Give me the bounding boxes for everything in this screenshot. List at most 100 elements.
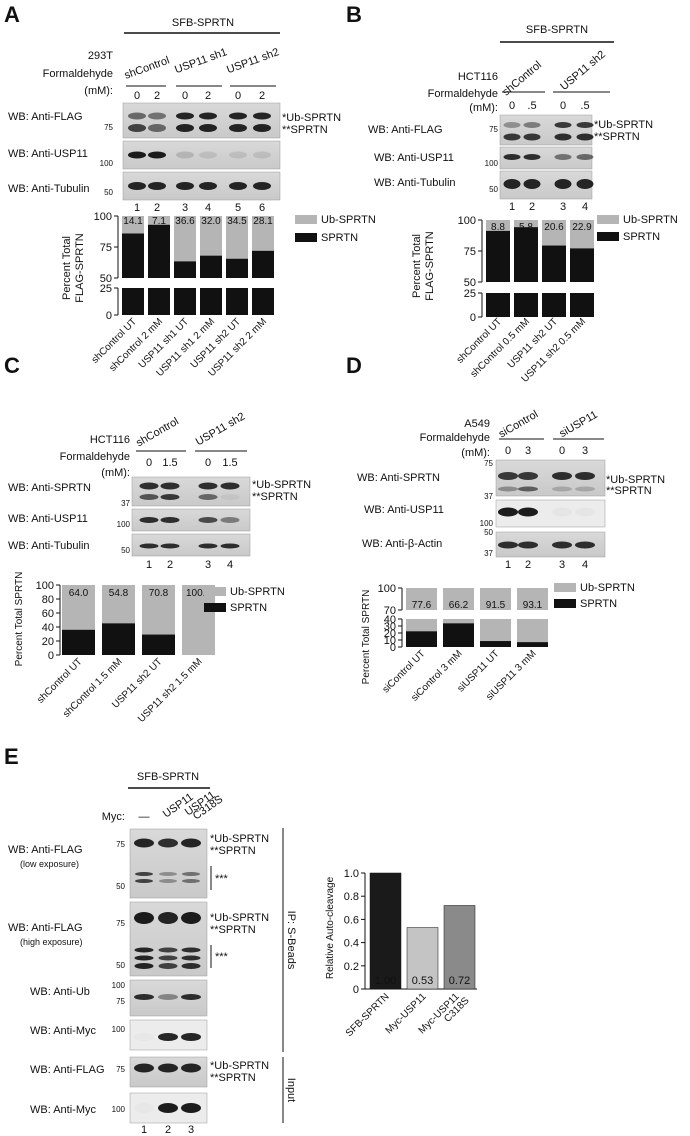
- y-tick-label: 25: [100, 283, 112, 295]
- panel-d-ylabel: Percent Total SPRTN: [361, 590, 372, 685]
- panel-c-band-ub: *Ub-SPRTN: [252, 479, 311, 491]
- panel-e-blot-2-sub: (high exposure): [20, 937, 83, 947]
- panel-a-letter: A: [4, 2, 20, 27]
- panel-e-band-sprtn-2: **SPRTN: [210, 924, 256, 936]
- band: [576, 179, 594, 189]
- band: [575, 541, 595, 549]
- panel-b-group-1: shControl: [500, 59, 544, 98]
- band: [182, 879, 200, 883]
- band: [139, 482, 159, 490]
- y-tick-label: 30: [384, 621, 396, 633]
- y-tick-label: 25: [464, 288, 476, 300]
- panel-b-lane-numbers: 1 2 3 4: [509, 201, 588, 213]
- panel-c-letter: C: [4, 353, 20, 378]
- panel-d-dose-2: 3: [525, 445, 531, 457]
- panel-e-input-label: Input: [285, 1078, 297, 1102]
- panel-a-lane-5: 5: [235, 202, 241, 214]
- y-tick-label: 50: [464, 277, 476, 289]
- band: [554, 179, 572, 189]
- band: [199, 151, 217, 159]
- y-tick-label: 0: [106, 310, 112, 322]
- bar-sprtn: [252, 288, 274, 315]
- band: [198, 494, 218, 500]
- bar-sprtn: [122, 288, 144, 315]
- bar-sprtn: [142, 634, 175, 655]
- bar-sprtn: [514, 227, 538, 282]
- band: [554, 122, 572, 128]
- data-label: 100.0: [186, 588, 211, 599]
- bar-ub-sprtn: [406, 588, 437, 610]
- panel-c-lane-numbers: 1 2 3 4: [146, 559, 233, 571]
- band: [128, 182, 146, 190]
- band: [198, 543, 218, 549]
- bar-sprtn: [62, 629, 95, 655]
- panel-a-blot-1: WB: Anti-FLAG: [8, 111, 83, 123]
- panel-e-band-sprtn-3: **SPRTN: [210, 1072, 256, 1084]
- panel-d-cell-line: A549: [464, 418, 490, 430]
- band: [158, 947, 178, 953]
- panel-e-chart: 1.00.80.60.40.201.00SFB-SPRTN0.53Myc-USP…: [344, 868, 477, 1039]
- panel-e-band-ub-3: *Ub-SPRTN: [210, 1060, 269, 1072]
- band: [181, 994, 201, 1000]
- panel-e-lane-3: 3: [188, 1124, 194, 1136]
- panel-e-marker-4: 50: [116, 961, 125, 970]
- panel-d-marker-37b: 37: [484, 549, 493, 558]
- data-label: 66.2: [449, 600, 469, 611]
- panel-a-legend-sprtn-swatch: [295, 233, 317, 242]
- band: [148, 182, 166, 190]
- y-tick-label: 0: [353, 984, 359, 996]
- panel-b-construct: SFB-SPRTN: [526, 24, 588, 36]
- bar-sprtn: [226, 288, 248, 315]
- data-label: 70.8: [149, 588, 169, 599]
- panel-e-marker-8: 75: [116, 1065, 125, 1074]
- panel-d-blot-2: WB: Anti-USP11: [364, 504, 444, 516]
- panel-c-dose-1: 0: [146, 457, 152, 469]
- data-label: 64.0: [69, 588, 89, 599]
- panel-a-cell-line: 293T: [88, 50, 113, 62]
- y-tick-label: 100: [458, 215, 476, 227]
- band: [552, 541, 572, 549]
- panel-e-blot-myc-input: [129, 1092, 208, 1124]
- band: [128, 124, 146, 132]
- band: [576, 122, 594, 128]
- panel-a-band-ub: *Ub-SPRTN: [282, 112, 341, 124]
- panel-a-marker-100: 100: [100, 159, 114, 168]
- y-tick-label: 75: [464, 246, 476, 258]
- panel-a-lane-2: 2: [154, 202, 160, 214]
- panel-a-ylabel-2: FLAG-SPRTN: [74, 233, 86, 303]
- panel-b-doses: 0 .5 0 .5: [509, 100, 590, 112]
- y-tick-label: 10: [384, 635, 396, 647]
- panel-c-marker-100: 100: [117, 520, 131, 529]
- data-label: 22.9: [572, 222, 592, 233]
- panel-e-blot-6: WB: Anti-Myc: [30, 1104, 97, 1116]
- panel-e-marker-3: 75: [116, 919, 125, 928]
- panel-d-blot-1: WB: Anti-SPRTN: [357, 472, 440, 484]
- bar-sprtn: [102, 623, 135, 655]
- panel-e-blot-3: WB: Anti-Ub: [30, 986, 90, 998]
- band: [220, 517, 240, 523]
- data-label: 36.6: [175, 216, 195, 227]
- panel-a-ylabel-1: Percent Total: [61, 236, 73, 300]
- panel-d-group-1: siControl: [497, 408, 541, 440]
- panel-e-blot-1: WB: Anti-FLAG: [8, 844, 83, 856]
- panel-c-marker-37: 37: [121, 499, 130, 508]
- panel-d-band-ub: *Ub-SPRTN: [606, 474, 665, 486]
- panel-d-unit: (mM):: [461, 447, 490, 459]
- band: [176, 151, 194, 159]
- band: [220, 494, 240, 500]
- panel-b-letter: B: [346, 2, 362, 27]
- band: [176, 124, 194, 132]
- data-label: 93.1: [523, 600, 543, 611]
- y-tick-label: 0.6: [344, 914, 359, 926]
- panel-a-legend-sprtn: SPRTN: [321, 232, 358, 244]
- band: [253, 112, 271, 120]
- band: [160, 517, 180, 523]
- data-label: 32.0: [201, 216, 221, 227]
- band: [176, 182, 194, 190]
- band: [503, 133, 521, 141]
- panel-b-blot-flag: [499, 114, 593, 146]
- bar-sprtn: [174, 261, 196, 278]
- bar-sprtn: [514, 293, 538, 317]
